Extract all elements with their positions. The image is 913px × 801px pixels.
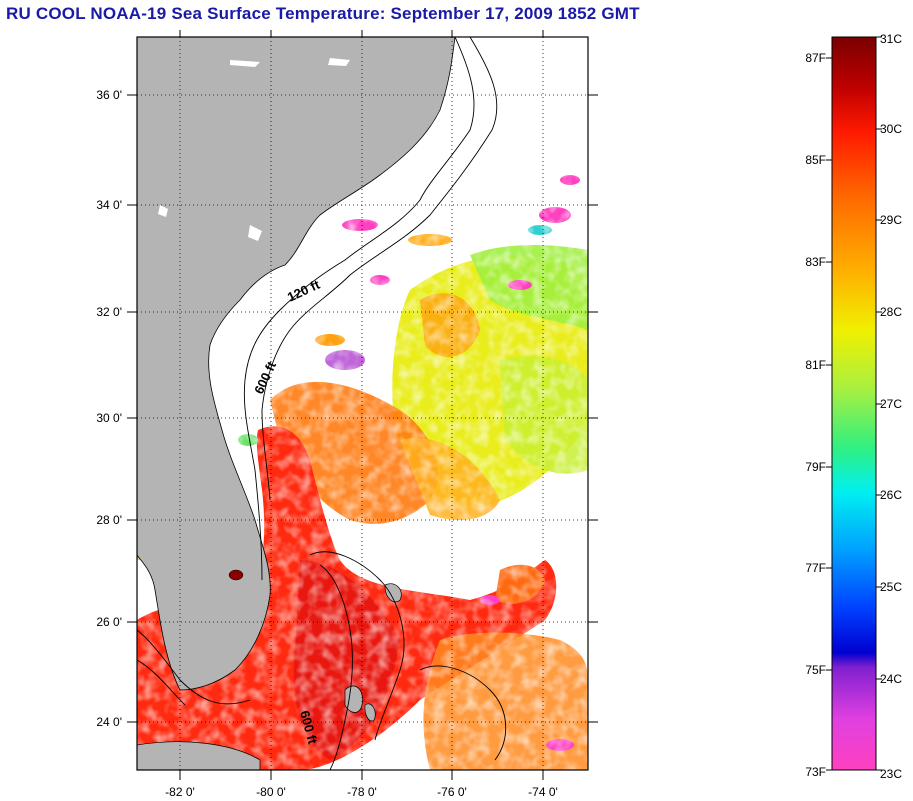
map-title: RU COOL NOAA-19 Sea Surface Temperature:… xyxy=(6,4,640,23)
lon-label: -80 0' xyxy=(256,785,286,799)
colorbar-c-label: 29C xyxy=(880,213,902,227)
colorbar-c-label: 31C xyxy=(880,32,902,46)
bathymetry-contours xyxy=(137,37,507,770)
colorbar-c-label: 26C xyxy=(880,488,902,502)
lat-label: 26 0' xyxy=(96,615,122,629)
map-layers xyxy=(137,37,588,770)
lon-label: -76 0' xyxy=(437,785,467,799)
lat-label: 30 0' xyxy=(96,411,122,425)
lat-label: 36 0' xyxy=(96,88,122,102)
colorbar-f-label: 77F xyxy=(805,561,826,575)
colorbar-f-label: 83F xyxy=(805,255,826,269)
colorbar-f-label: 79F xyxy=(805,460,826,474)
colorbar-c-label: 23C xyxy=(880,767,902,781)
colorbar-f-label: 73F xyxy=(805,765,826,779)
lon-label: -78 0' xyxy=(347,785,377,799)
lat-label: 34 0' xyxy=(96,198,122,212)
colorbar-f-label: 81F xyxy=(805,358,826,372)
lon-label: -82 0' xyxy=(165,785,195,799)
colorbar-c-label: 30C xyxy=(880,122,902,136)
colorbar-f-label: 75F xyxy=(805,663,826,677)
axis-ticks xyxy=(127,30,598,780)
colorbar-f-label: 87F xyxy=(805,51,826,65)
colorbar-c-label: 28C xyxy=(880,305,902,319)
colorbar-f-label: 85F xyxy=(805,153,826,167)
lat-label: 28 0' xyxy=(96,513,122,527)
colorbar-c-label: 24C xyxy=(880,672,902,686)
colorbar-c-label: 27C xyxy=(880,397,902,411)
lat-label: 32 0' xyxy=(96,305,122,319)
lat-label: 24 0' xyxy=(96,715,122,729)
colorbar: 87F 85F 83F 81F 79F 77F 75F 73F 31C 30C … xyxy=(805,32,902,781)
lon-label: -74 0' xyxy=(528,785,558,799)
colorbar-c-label: 25C xyxy=(880,580,902,594)
colorbar-gradient xyxy=(831,36,877,771)
